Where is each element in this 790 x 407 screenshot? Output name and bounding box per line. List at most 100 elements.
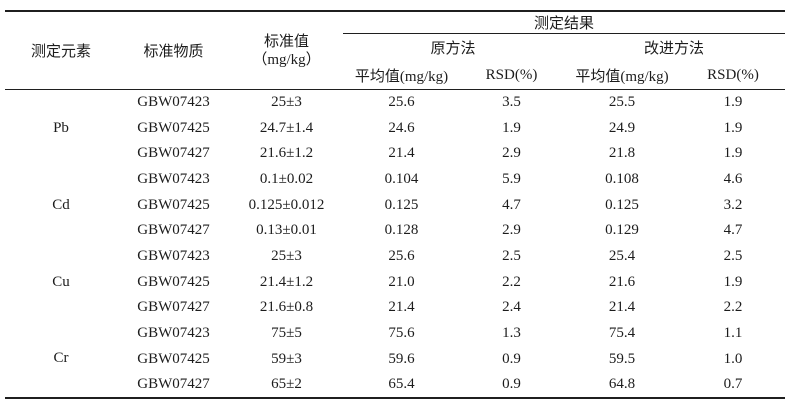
header-material-column: 标准物质 — [117, 11, 230, 90]
original-mean-cell: 25.6 — [388, 94, 415, 111]
standard-value-cell: 75±5 — [271, 325, 302, 342]
header-element-column: 测定元素 — [5, 11, 117, 90]
original-mean-cell: 21.4 — [388, 299, 415, 316]
material-cell: GBW07423 — [137, 170, 210, 187]
original-mean-cell: 21.4 — [388, 145, 415, 162]
original-mean-cell: 21.0 — [388, 273, 415, 290]
table-row: GBW07427 0.13±0.01 0.128 2.9 0.129 4.7 — [5, 218, 785, 244]
table-row: GBW07427 21.6±0.8 21.4 2.4 21.4 2.2 — [5, 295, 785, 321]
table-row: GBW07427 65±2 65.4 0.9 64.8 0.7 — [5, 372, 785, 398]
standard-value-cell: 0.1±0.02 — [259, 170, 314, 187]
material-cell: GBW07427 — [137, 145, 210, 162]
table-row: Cd GBW07423 0.1±0.02 0.104 5.9 0.108 4.6 — [5, 167, 785, 213]
table-row: GBW07425 0.125±0.012 0.125 4.7 0.125 3.2 — [5, 192, 785, 218]
header-improved-method: 改进方法 — [644, 41, 705, 58]
table-row: GBW07425 59±3 59.6 0.9 59.5 1.0 — [5, 346, 785, 372]
table-row: GBW07425 24.7±1.4 24.6 1.9 24.9 1.9 — [5, 115, 785, 141]
improved-rsd-cell: 4.6 — [723, 170, 743, 187]
original-mean-cell: 0.125 — [384, 196, 419, 213]
standard-value-cell: 21.6±1.2 — [259, 145, 314, 162]
improved-mean-cell: 0.129 — [605, 222, 639, 239]
improved-rsd-cell: 1.0 — [723, 350, 743, 367]
standard-value-cell: 24.7±1.4 — [259, 119, 314, 136]
results-table-body: Pb GBW07423 25±3 25.6 3.5 25.5 1.9 GBW07425 24.7… — [5, 90, 785, 398]
improved-rsd-cell: 2.2 — [723, 299, 743, 316]
original-rsd-cell: 1.9 — [502, 119, 521, 136]
material-cell: GBW07425 — [137, 273, 210, 290]
header-results-group: 测定结果 — [343, 11, 786, 34]
material-cell: GBW07427 — [137, 299, 210, 316]
table-row: Cu GBW07423 25±3 25.6 2.5 25.4 2.5 — [5, 244, 785, 290]
material-cell: GBW07425 — [137, 196, 210, 213]
header-original-rsd: RSD(%) — [460, 61, 563, 90]
standard-value-cell: 21.4±1.2 — [259, 273, 314, 290]
header-row-measures: 平均值(mg/kg) RSD(%) 平均值(mg/kg) RSD(%) — [5, 61, 786, 90]
element-cell: Cr — [53, 350, 69, 367]
improved-mean-cell: 25.4 — [608, 247, 636, 264]
improved-mean-cell: 0.108 — [605, 170, 639, 187]
material-cell: GBW07425 — [137, 350, 210, 367]
improved-mean-cell: 75.4 — [608, 325, 636, 342]
header-original-mean: 平均值(mg/kg) — [343, 61, 460, 90]
header-standard-value-line2: （mg/kg） — [252, 51, 321, 68]
material-cell: GBW07423 — [137, 94, 210, 111]
results-table: 测定元素 标准物质 标准值 （mg/kg） 测定结果 原方法 改进方法 平均值(… — [5, 10, 786, 399]
original-rsd-cell: 0.9 — [502, 350, 521, 367]
original-mean-cell: 59.6 — [388, 350, 415, 367]
improved-rsd-cell: 1.9 — [723, 145, 743, 162]
standard-value-cell: 59±3 — [271, 350, 302, 367]
original-rsd-cell: 5.9 — [502, 170, 521, 187]
header-improved-mean: 平均值(mg/kg) — [563, 61, 681, 90]
table-row: GBW07425 21.4±1.2 21.0 2.2 21.6 1.9 — [5, 269, 785, 295]
element-cell: Pb — [53, 119, 69, 136]
improved-rsd-cell: 1.9 — [723, 273, 743, 290]
improved-mean-cell: 0.125 — [605, 196, 639, 213]
original-rsd-cell: 3.5 — [502, 94, 521, 111]
improved-mean-cell: 25.5 — [608, 94, 636, 111]
original-mean-cell: 75.6 — [388, 325, 415, 342]
header-standard-value-column: 标准值 （mg/kg） — [230, 11, 343, 90]
material-cell: GBW07425 — [137, 119, 210, 136]
improved-mean-cell: 59.5 — [608, 350, 636, 367]
header-original-method: 原方法 — [430, 41, 476, 58]
material-cell: GBW07427 — [137, 375, 210, 392]
element-cell: Cu — [52, 273, 70, 290]
table-row: Pb GBW07423 25±3 25.6 3.5 25.5 1.9 — [5, 90, 785, 136]
standard-value-cell: 25±3 — [271, 94, 302, 111]
original-mean-cell: 65.4 — [388, 375, 415, 392]
material-cell: GBW07423 — [137, 325, 210, 342]
improved-mean-cell: 64.8 — [608, 375, 636, 392]
material-cell: GBW07423 — [137, 247, 210, 264]
improved-mean-cell: 21.6 — [608, 273, 636, 290]
material-cell: GBW07427 — [137, 222, 210, 239]
original-rsd-cell: 4.7 — [502, 196, 521, 213]
improved-mean-cell: 21.4 — [608, 299, 636, 316]
improved-rsd-cell: 1.1 — [723, 325, 743, 342]
improved-rsd-cell: 2.5 — [723, 247, 743, 264]
original-rsd-cell: 1.3 — [502, 325, 521, 342]
standard-value-cell: 0.13±0.01 — [256, 222, 317, 239]
element-cell: Cd — [52, 196, 70, 213]
standard-value-cell: 25±3 — [271, 247, 302, 264]
original-rsd-cell: 2.9 — [502, 145, 521, 162]
improved-rsd-cell: 0.7 — [723, 375, 743, 392]
improved-rsd-cell: 3.2 — [723, 196, 743, 213]
original-rsd-cell: 0.9 — [502, 375, 521, 392]
improved-mean-cell: 21.8 — [608, 145, 636, 162]
table-row: Cr GBW07423 75±5 75.6 1.3 75.4 1.1 — [5, 321, 785, 366]
header-row-methods: 原方法 改进方法 — [5, 34, 785, 62]
improved-rsd-cell: 1.9 — [723, 119, 743, 136]
standard-value-cell: 0.125±0.012 — [248, 196, 325, 213]
original-mean-cell: 24.6 — [388, 119, 415, 136]
standard-value-cell: 21.6±0.8 — [259, 299, 314, 316]
table-row: GBW07427 21.6±1.2 21.4 2.9 21.8 1.9 — [5, 141, 785, 167]
header-row-groups: 测定元素 标准物质 标准值 （mg/kg） 测定结果 — [5, 11, 786, 90]
improved-mean-cell: 24.9 — [608, 119, 636, 136]
original-mean-cell: 25.6 — [388, 247, 415, 264]
improved-rsd-cell: 1.9 — [723, 94, 743, 111]
standard-value-cell: 65±2 — [271, 375, 302, 392]
header-improved-rsd: RSD(%) — [681, 61, 786, 90]
original-rsd-cell: 2.2 — [502, 273, 521, 290]
original-mean-cell: 0.104 — [384, 170, 419, 187]
